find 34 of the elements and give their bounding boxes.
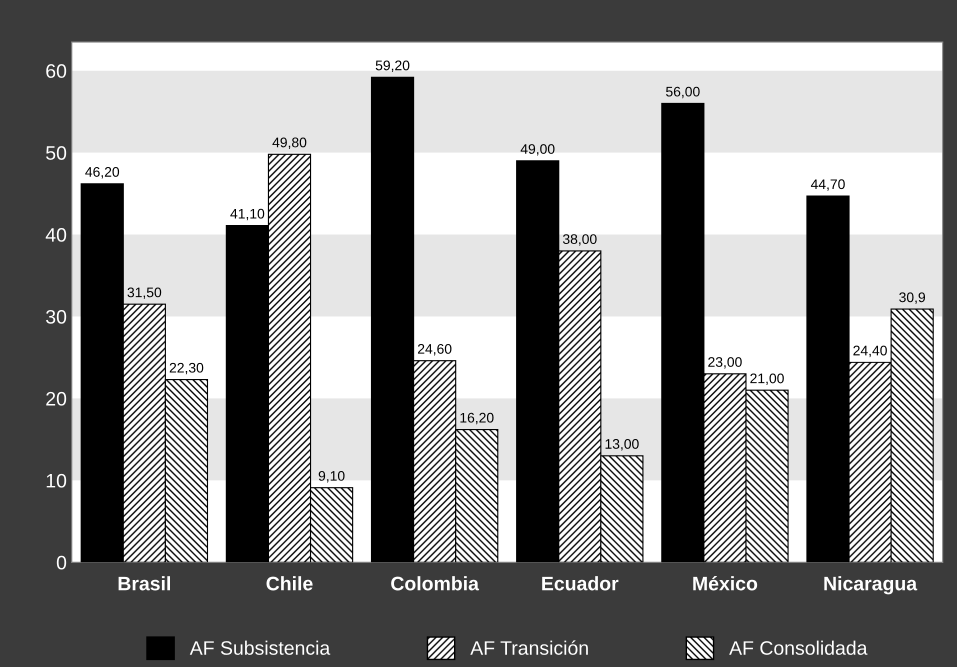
y-tick-label: 10 (46, 474, 66, 488)
data-label: 13,00 (606, 439, 639, 450)
y-tick-label: 60 (46, 64, 66, 78)
x-tick-label: Ecuador (542, 576, 618, 590)
data-label: 49,00 (520, 144, 555, 156)
y-tick-label: 40 (46, 228, 66, 242)
y-tick-label: 30 (46, 310, 66, 324)
data-label: 9,10 (318, 470, 345, 482)
legend-label: AF Consolidada (729, 640, 868, 655)
data-label: 24,40 (853, 346, 887, 358)
data-label: 31,50 (128, 287, 162, 299)
data-label: 59,20 (376, 60, 410, 72)
x-tick-label: Chile (266, 576, 313, 590)
y-tick-label: 50 (46, 146, 66, 160)
x-tick-label: México (693, 576, 758, 590)
data-label: 56,00 (666, 86, 700, 98)
x-tick-label: Colombia (391, 576, 480, 590)
x-tick-label: Nicaragua (824, 576, 918, 594)
data-label: 38,00 (562, 234, 597, 246)
data-label: 23,00 (708, 357, 742, 369)
data-label: 30,9 (899, 292, 926, 304)
data-label: 49,80 (272, 138, 306, 149)
data-label: 24,60 (418, 344, 452, 356)
legend-label: AF Transición (470, 640, 588, 655)
data-label: 41,10 (230, 208, 264, 220)
data-label: 44,70 (810, 179, 845, 191)
x-tick-label: Brasil (118, 576, 170, 590)
data-label: 46,20 (85, 167, 120, 178)
y-tick-label: 0 (56, 556, 66, 570)
y-tick-label: 20 (46, 392, 66, 406)
legend-label: AF Subsistencia (190, 640, 330, 655)
data-label: 22,30 (170, 362, 204, 374)
data-label: 16,20 (460, 412, 494, 424)
data-label: 21,00 (750, 373, 784, 385)
